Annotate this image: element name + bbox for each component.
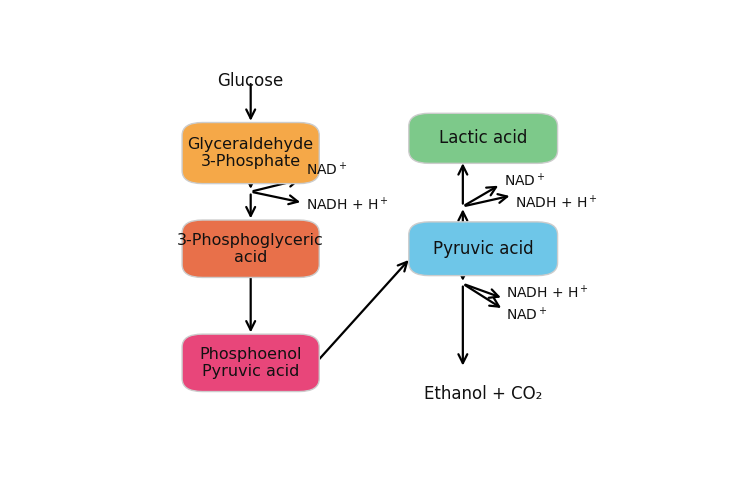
Text: NADH + H$^+$: NADH + H$^+$ <box>306 196 388 213</box>
Text: Pyruvic acid: Pyruvic acid <box>433 240 533 258</box>
Text: NAD$^+$: NAD$^+$ <box>503 172 545 189</box>
FancyBboxPatch shape <box>182 334 320 391</box>
Text: Glucose: Glucose <box>217 72 284 90</box>
FancyBboxPatch shape <box>409 113 557 163</box>
Text: Ethanol + CO₂: Ethanol + CO₂ <box>424 385 542 403</box>
FancyBboxPatch shape <box>409 222 557 276</box>
Text: Lactic acid: Lactic acid <box>439 130 527 147</box>
FancyBboxPatch shape <box>182 220 320 277</box>
Text: NAD$^+$: NAD$^+$ <box>506 306 548 324</box>
Text: Glyceraldehyde
3-Phosphate: Glyceraldehyde 3-Phosphate <box>188 137 314 169</box>
Text: NAD$^+$: NAD$^+$ <box>306 161 347 178</box>
FancyBboxPatch shape <box>182 122 320 184</box>
Text: NADH + H$^+$: NADH + H$^+$ <box>515 194 598 211</box>
Text: Phosphoenol
Pyruvic acid: Phosphoenol Pyruvic acid <box>200 347 302 379</box>
Text: 3-Phosphoglyceric
acid: 3-Phosphoglyceric acid <box>177 233 324 265</box>
Text: NADH + H$^+$: NADH + H$^+$ <box>506 284 590 302</box>
